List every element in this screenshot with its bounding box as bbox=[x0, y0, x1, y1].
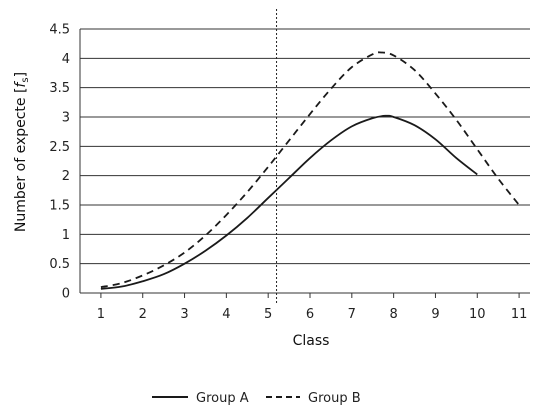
x-tick-label-0: 1 bbox=[97, 307, 105, 322]
axes bbox=[79, 9, 530, 305]
y-tick-label-1: 0.5 bbox=[49, 257, 70, 272]
y-axis-title-symbol: f bbox=[13, 81, 29, 88]
legend-label-group-b: Group B bbox=[308, 391, 361, 406]
x-tick-label-9: 10 bbox=[469, 307, 486, 322]
y-tick-label-7: 3.5 bbox=[49, 81, 70, 96]
y-axis-title-close: ] bbox=[13, 72, 29, 77]
y-tick-label-6: 3 bbox=[62, 111, 70, 126]
y-tick-label-4: 2 bbox=[62, 169, 70, 184]
x-tick-label-8: 9 bbox=[431, 307, 439, 322]
series-line-group-b bbox=[100, 51, 520, 289]
tick-labels: 0 0.5 1 1.5 2 2.5 3 3.5 4 4.5 1 2 3 4 5 6 7 8 9 10 11 bbox=[49, 23, 527, 323]
series-lines bbox=[100, 51, 520, 290]
x-tick-label-4: 5 bbox=[264, 307, 272, 322]
y-axis-title-text: Number of expecte [ bbox=[13, 88, 29, 233]
x-tick-label-7: 8 bbox=[389, 307, 397, 322]
y-tick-label-2: 1 bbox=[62, 228, 70, 243]
x-axis-title: Class bbox=[293, 333, 330, 349]
y-axis-title: Number of expecte [fs] bbox=[13, 72, 31, 232]
x-tick-label-3: 4 bbox=[222, 307, 230, 322]
y-tick-label-0: 0 bbox=[62, 287, 70, 302]
legend-label-group-a: Group A bbox=[196, 391, 249, 406]
series-line-group-a bbox=[100, 114, 478, 290]
gridlines bbox=[80, 28, 530, 265]
y-tick-label-8: 4 bbox=[62, 52, 70, 67]
y-axis-title-subscript: s bbox=[20, 77, 31, 82]
y-tick-label-3: 1.5 bbox=[49, 199, 70, 214]
y-tick-label-5: 2.5 bbox=[49, 140, 70, 155]
y-tick-label-9: 4.5 bbox=[49, 23, 70, 38]
x-tick-label-5: 6 bbox=[306, 307, 314, 322]
x-tick-label-1: 2 bbox=[139, 307, 147, 322]
x-tick-label-6: 7 bbox=[348, 307, 356, 322]
legend: Group A Group B bbox=[152, 391, 361, 406]
x-tick-label-10: 11 bbox=[511, 307, 528, 322]
x-tick-label-2: 3 bbox=[180, 307, 188, 322]
